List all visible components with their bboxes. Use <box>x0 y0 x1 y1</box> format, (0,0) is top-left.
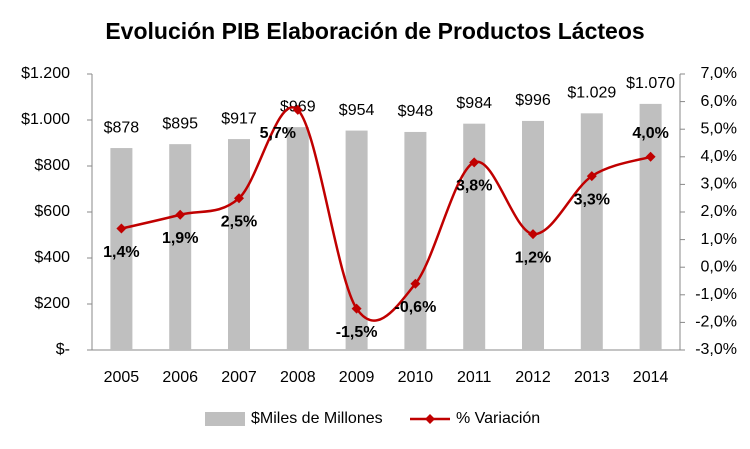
y2-tick-label: 2,0% <box>701 203 737 220</box>
line-marker <box>645 151 656 162</box>
y2-tick-label: 3,0% <box>701 176 737 193</box>
x-tick-label: 2014 <box>633 369 669 386</box>
bar <box>228 139 250 350</box>
line-value-label: 3,8% <box>456 178 492 195</box>
y2-tick-label: 5,0% <box>701 120 737 137</box>
line-marker <box>410 278 421 289</box>
line-marker <box>292 104 303 115</box>
line-marker <box>351 303 362 314</box>
legend-label: % Variación <box>456 410 540 427</box>
y-tick-label: $1.000 <box>21 111 70 128</box>
x-tick-label: 2010 <box>398 369 434 386</box>
line-value-label: 3,3% <box>574 191 610 208</box>
x-tick-label: 2005 <box>104 369 140 386</box>
line-value-label: 4,0% <box>632 125 668 142</box>
y2-tick-label: -2,0% <box>695 314 737 331</box>
y-tick-label: $200 <box>34 295 70 312</box>
y2-tick-label: 0,0% <box>701 258 737 275</box>
bar-value-label: $948 <box>398 103 434 120</box>
y-tick-label: $- <box>56 341 70 358</box>
line <box>121 106 651 322</box>
bar-value-label: $878 <box>104 119 140 136</box>
y2-tick-label: 4,0% <box>701 148 737 165</box>
y2-tick-label: -3,0% <box>695 341 737 358</box>
x-tick-label: 2012 <box>515 369 551 386</box>
line-value-label: 1,2% <box>515 249 551 266</box>
y2-tick-label: -1,0% <box>695 286 737 303</box>
y-tick-label: $400 <box>34 249 70 266</box>
line-value-label: 1,4% <box>103 244 139 261</box>
bar <box>639 103 662 351</box>
line-marker <box>175 209 186 220</box>
x-tick-label: 2007 <box>221 369 257 386</box>
bar <box>404 131 427 350</box>
y2-tick-label: 6,0% <box>701 93 737 110</box>
x-tick-label: 2009 <box>339 369 375 386</box>
legend-marker <box>425 414 435 424</box>
line-value-label: -1,5% <box>336 324 378 341</box>
line-value-label: 1,9% <box>162 230 198 247</box>
bar <box>110 148 133 350</box>
y-tick-label: $600 <box>34 203 70 220</box>
x-tick-label: 2008 <box>280 369 316 386</box>
y2-tick-label: 7,0% <box>701 65 737 82</box>
x-tick-label: 2013 <box>574 369 610 386</box>
bar-value-label: $895 <box>162 115 198 132</box>
bar-value-label: $954 <box>339 102 375 119</box>
bar <box>286 127 309 350</box>
line-value-label: -0,6% <box>395 299 437 316</box>
bar-value-label: $1.070 <box>626 75 675 92</box>
bar <box>169 144 192 350</box>
bar-value-label: $996 <box>515 92 551 109</box>
bar-value-label: $984 <box>456 95 492 112</box>
line-marker <box>234 193 244 204</box>
bar <box>463 123 486 351</box>
bar <box>580 113 603 350</box>
line-marker <box>528 229 538 240</box>
y-tick-label: $800 <box>34 157 70 174</box>
line-marker <box>586 171 597 182</box>
bar-value-label: $917 <box>221 110 257 127</box>
bar-value-label: $1.029 <box>567 85 616 102</box>
y-tick-label: $1.200 <box>21 65 70 82</box>
x-tick-label: 2006 <box>162 369 198 386</box>
chart-title: Evolución PIB Elaboración de Productos L… <box>105 18 644 44</box>
line-value-label: 5,7% <box>260 125 296 142</box>
legend-label: $Miles de Millones <box>251 410 383 427</box>
x-tick-label: 2011 <box>457 369 492 386</box>
line-value-label: 2,5% <box>221 213 257 230</box>
line-marker <box>116 223 127 234</box>
legend-swatch <box>205 412 245 426</box>
line-marker <box>469 157 480 168</box>
y2-tick-label: 1,0% <box>701 231 737 248</box>
